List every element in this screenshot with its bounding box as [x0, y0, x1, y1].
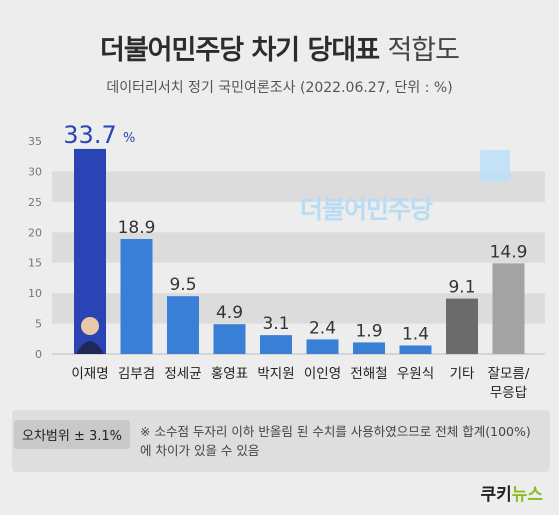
- data-label: 14.9: [490, 242, 528, 262]
- y-tick-label: 10: [28, 287, 42, 300]
- bar: [167, 296, 199, 354]
- margin-of-error-badge: 오차범위 ± 3.1%: [14, 420, 131, 449]
- category-label: 김부겸: [118, 366, 155, 382]
- data-label: 4.9: [216, 303, 243, 323]
- data-label: 9.1: [448, 278, 475, 298]
- bar: [306, 339, 339, 354]
- y-tick-label: 25: [28, 196, 42, 209]
- bar: [353, 342, 385, 354]
- bar: [492, 263, 525, 354]
- chart-subtitle: 데이터리서치 정기 국민여론조사 (2022.06.27, 단위 : %): [106, 80, 453, 96]
- data-label: 1.4: [402, 324, 429, 344]
- brand-logo-part-b: 뉴스: [511, 485, 543, 505]
- avatar-head-icon: [81, 317, 99, 335]
- data-label: 1.9: [355, 321, 382, 341]
- category-label: 기타: [450, 366, 475, 382]
- category-label: 잘모름/: [488, 366, 530, 382]
- chart-title: 더불어민주당 차기 당대표 적합도: [0, 28, 559, 67]
- bar: [399, 345, 432, 354]
- grid-band: [52, 171, 545, 202]
- brand-logo: 쿠키뉴스: [480, 480, 543, 505]
- data-label: 3.1: [262, 314, 289, 334]
- category-label: 전해철: [350, 366, 387, 382]
- y-tick-label: 35: [28, 135, 42, 148]
- brand-logo-part-a: 쿠키: [480, 485, 512, 505]
- category-label: 우원식: [397, 366, 434, 382]
- watermark-flag-icon: [480, 150, 510, 182]
- category-label: 이재명: [71, 366, 108, 382]
- bar: [213, 324, 246, 354]
- title-main: 더불어민주당 차기 당대표: [100, 35, 380, 66]
- data-label: 9.5: [169, 275, 196, 295]
- y-tick-label: 5: [35, 318, 42, 331]
- bar: [446, 298, 478, 354]
- category-label: 홍영표: [211, 366, 248, 382]
- y-tick-label: 15: [28, 257, 42, 270]
- bar: [120, 238, 153, 354]
- data-label: 2.4: [309, 318, 336, 338]
- category-label: 이인영: [304, 366, 341, 382]
- y-tick-label: 20: [28, 226, 42, 239]
- bar: [260, 335, 292, 354]
- y-tick-label: 30: [28, 165, 42, 178]
- footnote-text: ※ 소수점 두자리 이하 반올림 된 수치를 사용하였으므로 전체 합계(100…: [140, 424, 531, 458]
- avatar-suit-icon: [76, 341, 104, 354]
- data-label: 33.7: [63, 121, 116, 149]
- watermark-party-name: 더불어민주당: [300, 195, 433, 224]
- y-tick-label: 0: [35, 348, 42, 361]
- bar-chart: 0 5 10 15 20 25 30 35 33.7 % 이재명 18.9 김부겸 9.5 정세균 4.9 홍영…: [28, 121, 545, 401]
- data-label: 18.9: [118, 218, 156, 238]
- category-label: 박지원: [257, 366, 294, 382]
- category-label: 무응답: [490, 385, 527, 401]
- category-label: 정세균: [164, 366, 201, 382]
- title-light: 적합도: [387, 35, 460, 66]
- data-label-unit: %: [123, 131, 135, 146]
